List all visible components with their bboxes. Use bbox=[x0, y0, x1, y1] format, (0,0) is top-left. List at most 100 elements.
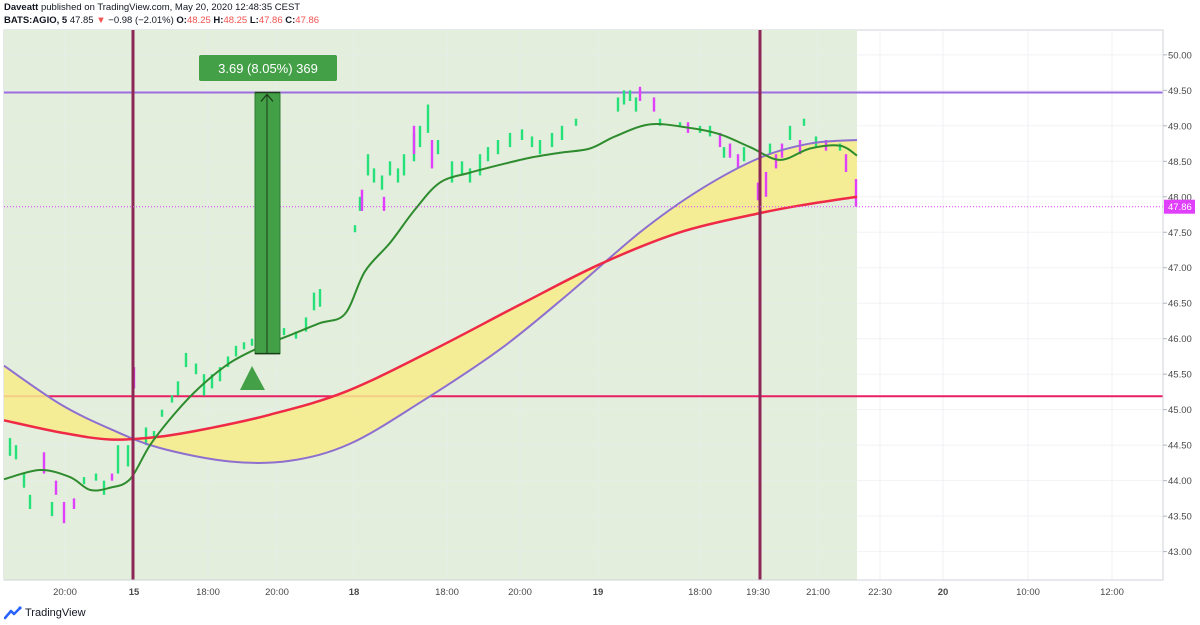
x-tick-label: 12:00 bbox=[1100, 587, 1124, 598]
down-candle bbox=[854, 179, 858, 207]
close-label: C: bbox=[285, 15, 296, 26]
down-candle bbox=[728, 143, 732, 158]
up-candle bbox=[8, 438, 12, 456]
y-tick-label: 50.00 bbox=[1168, 50, 1192, 61]
x-tick-label: 20:00 bbox=[265, 587, 289, 598]
up-candle bbox=[160, 409, 164, 417]
up-candle bbox=[520, 129, 524, 140]
measure-label-box bbox=[199, 55, 337, 81]
up-candle bbox=[460, 161, 464, 176]
down-candle bbox=[774, 154, 778, 169]
up-candle bbox=[634, 97, 638, 112]
down-candle bbox=[360, 189, 364, 211]
y-tick-label: 44.50 bbox=[1168, 441, 1192, 452]
down-candle bbox=[756, 182, 760, 201]
low-value: 47.86 bbox=[258, 15, 283, 26]
up-candle bbox=[574, 118, 578, 126]
x-tick-label: 20 bbox=[938, 587, 949, 598]
x-tick-label: 20:00 bbox=[508, 587, 532, 598]
y-tick-label: 47.50 bbox=[1168, 228, 1192, 239]
up-candle bbox=[396, 168, 400, 183]
y-tick-label: 45.50 bbox=[1168, 370, 1192, 381]
x-tick-label: 20:00 bbox=[53, 587, 77, 598]
up-candle bbox=[226, 356, 230, 368]
up-candle bbox=[426, 104, 430, 133]
x-tick-label: 10:00 bbox=[1016, 587, 1040, 598]
up-candle bbox=[294, 331, 298, 339]
high-label: H: bbox=[213, 15, 224, 26]
x-tick-label: 21:00 bbox=[806, 587, 830, 598]
up-candle bbox=[550, 132, 554, 148]
y-tick-label: 46.00 bbox=[1168, 334, 1192, 345]
y-tick-label: 47.00 bbox=[1168, 263, 1192, 274]
up-candle bbox=[402, 154, 406, 176]
y-tick-label: 49.00 bbox=[1168, 121, 1192, 132]
y-tick-label: 46.50 bbox=[1168, 299, 1192, 310]
down-candle bbox=[638, 86, 642, 101]
up-candle bbox=[152, 430, 156, 439]
up-candle bbox=[282, 328, 286, 336]
up-candle bbox=[802, 118, 806, 126]
up-candle bbox=[218, 367, 222, 382]
publish-info: published on TradingView.com, May 20, 20… bbox=[40, 2, 301, 13]
up-candle bbox=[788, 125, 792, 140]
up-candle bbox=[622, 90, 626, 105]
down-candle bbox=[718, 132, 722, 148]
open-label: O: bbox=[176, 15, 187, 26]
y-tick-label: 48.00 bbox=[1168, 192, 1192, 203]
down-candle bbox=[430, 140, 434, 169]
brand-name[interactable]: TradingView bbox=[25, 607, 86, 619]
x-tick-label: 18:00 bbox=[196, 587, 220, 598]
y-tick-label: 44.00 bbox=[1168, 476, 1192, 487]
tradingview-logo-icon[interactable] bbox=[4, 606, 22, 620]
up-candle bbox=[628, 90, 632, 101]
x-tick-label: 18:00 bbox=[688, 587, 712, 598]
up-candle bbox=[14, 445, 18, 460]
up-candle bbox=[372, 168, 376, 183]
up-candle bbox=[126, 445, 130, 467]
ma-band-fill bbox=[4, 140, 857, 464]
down-candle bbox=[798, 140, 802, 155]
up-candle bbox=[418, 125, 422, 148]
up-candle bbox=[94, 473, 98, 481]
symbol-label[interactable]: BATS:AGIO, 5 bbox=[4, 15, 68, 26]
price-tag-box bbox=[1164, 199, 1195, 214]
author-name[interactable]: Daveatt bbox=[4, 2, 39, 13]
up-candle bbox=[678, 122, 682, 126]
slow-curve-line bbox=[3, 139, 858, 465]
up-candle bbox=[486, 147, 490, 162]
up-candle bbox=[508, 132, 512, 148]
up-candle bbox=[450, 161, 454, 183]
y-tick-label: 43.00 bbox=[1168, 547, 1192, 558]
y-tick-label: 48.50 bbox=[1168, 157, 1192, 168]
up-candle bbox=[22, 473, 26, 488]
change-arrow-icon: ▼ bbox=[96, 15, 106, 26]
up-candle bbox=[436, 140, 440, 155]
up-candle bbox=[838, 143, 842, 151]
up-candle bbox=[538, 140, 542, 155]
up-candle bbox=[82, 477, 86, 485]
session-zone bbox=[4, 30, 857, 580]
down-candle bbox=[72, 498, 76, 510]
up-candle bbox=[304, 317, 308, 332]
up-candle bbox=[742, 147, 746, 162]
up-candle bbox=[102, 480, 106, 495]
up-candle bbox=[184, 352, 188, 368]
up-candle bbox=[250, 338, 254, 346]
down-candle bbox=[844, 154, 848, 172]
up-candle bbox=[768, 143, 772, 155]
y-tick-label: 45.00 bbox=[1168, 405, 1192, 416]
down-candle bbox=[412, 125, 416, 155]
up-candle bbox=[194, 363, 198, 375]
down-candle bbox=[764, 171, 768, 197]
up-candle bbox=[50, 501, 54, 517]
up-candle bbox=[144, 427, 148, 446]
low-label: L: bbox=[249, 15, 259, 26]
down-candle bbox=[110, 473, 114, 481]
slow-ma-line bbox=[3, 195, 858, 441]
up-candle bbox=[560, 125, 564, 140]
up-candle bbox=[530, 136, 534, 148]
up-candle bbox=[176, 381, 180, 396]
measure-label: 3.69 (8.05%) 369 bbox=[218, 61, 318, 76]
